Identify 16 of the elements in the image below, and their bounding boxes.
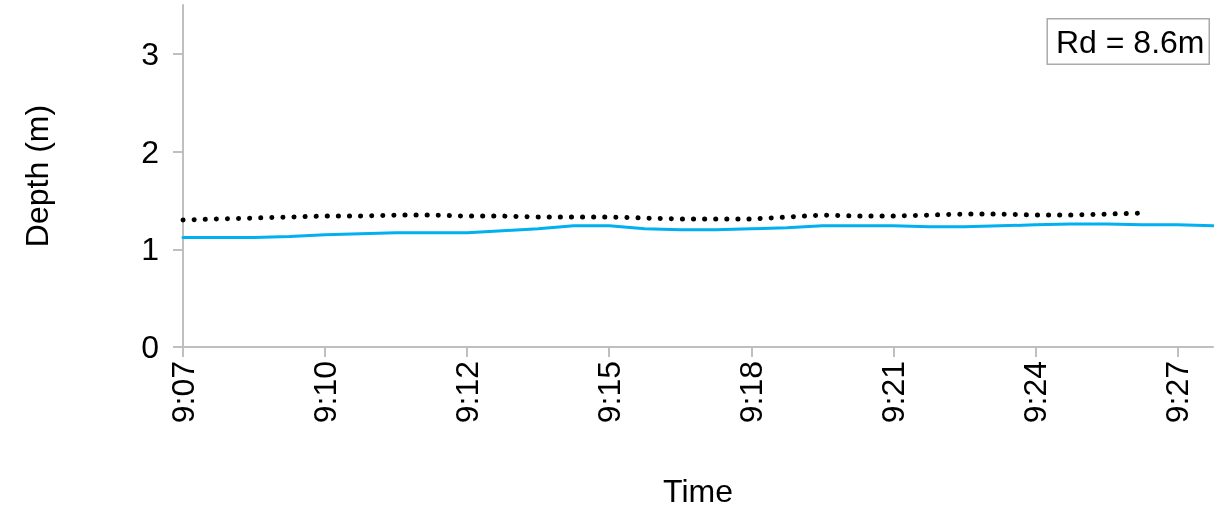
x-tick-label: 9:18 bbox=[733, 361, 770, 424]
x-tick-label: 9:24 bbox=[1017, 361, 1054, 424]
line-series bbox=[181, 222, 1214, 240]
annotation: Rd = 8.6m bbox=[1055, 23, 1205, 60]
x-tick-label: 9:10 bbox=[307, 361, 344, 424]
x-tick-label: 9:27 bbox=[1159, 361, 1196, 424]
y-tick-label: 2 bbox=[141, 133, 159, 170]
y-tick-label: 0 bbox=[141, 329, 159, 365]
y-tick-label: 3 bbox=[141, 35, 159, 72]
x-axis-title: Time bbox=[663, 473, 733, 509]
x-tick-label: 9:12 bbox=[449, 361, 486, 424]
y-axis-title: Depth (m) bbox=[19, 104, 55, 248]
x-tick-label: 9:15 bbox=[591, 361, 628, 424]
x-tick-label: 9:21 bbox=[875, 361, 912, 424]
x-tick-label: 9:07 bbox=[165, 361, 201, 424]
y-tick-label: 1 bbox=[141, 231, 159, 268]
